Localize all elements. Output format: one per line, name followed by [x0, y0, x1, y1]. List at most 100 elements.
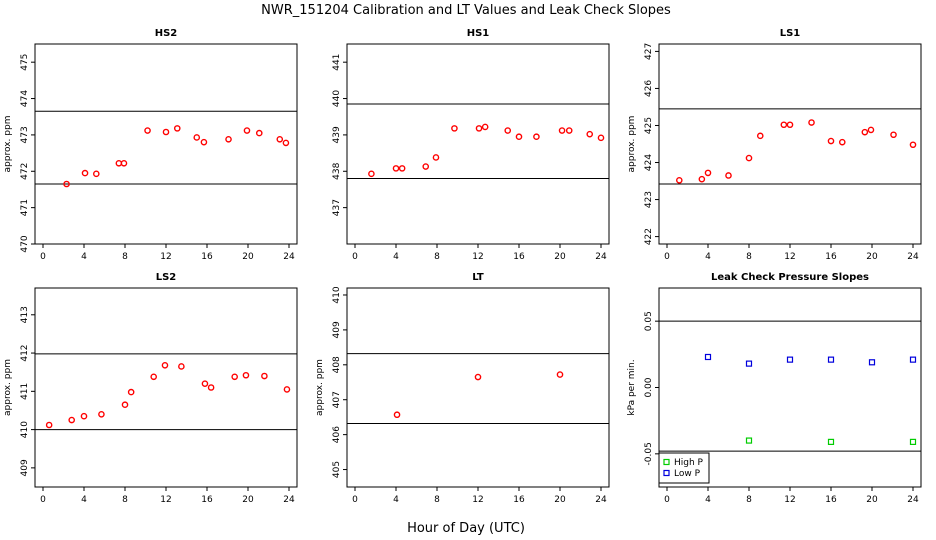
x-tick-label: 4 — [393, 252, 399, 262]
x-tick-label: 4 — [393, 495, 399, 505]
data-point-ls2 — [261, 372, 268, 380]
x-tick-label: 0 — [352, 252, 358, 262]
data-point-ls2 — [178, 363, 185, 370]
y-tick-label: 440 — [332, 90, 342, 107]
panel-lt: LT 0 4 8 12 16 20 24 405 406 407 408 409 410 approx. p… — [315, 272, 610, 505]
x-tick-label: 8 — [122, 495, 128, 505]
data-point-hs2 — [144, 127, 151, 134]
y-tick-label: 472 — [20, 163, 30, 180]
data-point-ls1 — [745, 154, 753, 162]
x-tick-label: 24 — [907, 252, 919, 262]
x-tick-label: 12 — [784, 495, 795, 505]
x-tick-label: 12 — [472, 252, 483, 262]
data-point-hs2 — [81, 169, 89, 177]
data-point-hs1 — [398, 165, 406, 172]
x-tick-label: 16 — [201, 252, 213, 262]
y-tick-label: 437 — [332, 199, 342, 216]
data-point-ls2 — [127, 388, 135, 396]
data-point-ls2 — [121, 401, 129, 409]
data-point-high-p — [745, 437, 753, 444]
data-point-ls1 — [756, 132, 764, 140]
data-point-ls2 — [161, 362, 169, 369]
x-tick-label: 4 — [705, 252, 711, 262]
y-tick-label: 407 — [332, 391, 342, 408]
y-tick-label: 471 — [20, 199, 30, 216]
data-point-low-p — [909, 356, 917, 363]
x-tick-label: 16 — [513, 252, 525, 262]
data-point-ls1 — [890, 131, 897, 139]
data-point-ls1 — [838, 138, 846, 146]
x-tick-label: 0 — [664, 495, 670, 505]
data-point-low-p — [745, 360, 753, 367]
x-tick-label: 8 — [122, 252, 128, 262]
data-point-low-p — [827, 356, 835, 363]
y-tick-label: 473 — [20, 126, 30, 143]
x-tick-label: 20 — [866, 252, 878, 262]
data-point-ls2 — [45, 421, 53, 429]
data-point-lt — [393, 411, 401, 419]
y-tick-label: 441 — [332, 54, 342, 71]
x-tick-label: 12 — [160, 495, 171, 505]
y-tick-label: 410 — [20, 421, 30, 438]
y-tick-label: 409 — [332, 321, 342, 338]
data-point-hs1 — [558, 127, 566, 134]
data-point-hs2 — [120, 159, 128, 167]
x-tick-label: 4 — [81, 495, 87, 505]
x-tick-label: 8 — [434, 495, 440, 505]
data-point-hs2 — [193, 134, 201, 141]
panel-title-ls2: LS2 — [156, 272, 177, 283]
x-tick-label: 24 — [283, 252, 295, 262]
y-axis-label-leak: kPa per min. — [627, 359, 637, 415]
x-tick-label: 8 — [746, 495, 752, 505]
y-axis-label-ls1: approx. ppm — [627, 116, 637, 173]
x-tick-label: 12 — [784, 252, 795, 262]
panel-title-leak: Leak Check Pressure Slopes — [711, 272, 869, 283]
data-point-ls1 — [780, 121, 788, 129]
data-point-hs1 — [515, 133, 523, 141]
figure-x-axis-label: Hour of Day (UTC) — [407, 521, 525, 536]
x-tick-label: 24 — [907, 495, 919, 505]
data-point-lt — [474, 373, 482, 381]
legend-label: High P — [674, 458, 704, 468]
y-tick-label: 409 — [20, 459, 30, 476]
data-point-hs2 — [162, 128, 170, 136]
data-point-low-p — [786, 356, 794, 363]
y-tick-label: 439 — [332, 126, 342, 143]
x-tick-label: 4 — [705, 495, 711, 505]
data-point-ls2 — [98, 410, 105, 418]
data-point-low-p — [704, 353, 712, 361]
data-point-ls2 — [68, 416, 75, 424]
y-tick-label: 0.00 — [644, 377, 654, 397]
x-tick-label: 24 — [595, 252, 607, 262]
data-point-hs1 — [586, 130, 594, 138]
data-point-ls1 — [676, 176, 683, 184]
data-point-hs2 — [255, 129, 263, 137]
data-point-hs1 — [504, 127, 512, 134]
y-tick-label: 0.05 — [644, 311, 654, 331]
y-axis-label-ls2: approx. ppm — [3, 359, 13, 416]
panel-hs1: HS1 0 4 8 12 16 20 24 437 438 439 440 441 — [332, 28, 610, 262]
x-tick-label: 16 — [513, 495, 525, 505]
y-tick-label: 427 — [644, 43, 654, 60]
data-point-low-p — [868, 359, 876, 366]
y-tick-label: 438 — [332, 162, 342, 179]
x-tick-label: 20 — [866, 495, 878, 505]
panel-ls1: LS1 0 4 8 12 16 20 24 422 423 424 425 426 427 approx. … — [627, 28, 922, 262]
data-point-hs1 — [565, 127, 573, 134]
data-point-ls1 — [827, 137, 835, 145]
data-point-ls2 — [242, 371, 250, 379]
data-point-ls1 — [909, 141, 917, 149]
data-point-ls1 — [698, 175, 706, 183]
data-point-ls1 — [725, 172, 732, 179]
x-tick-label: 8 — [746, 252, 752, 262]
data-point-lt — [556, 371, 564, 378]
y-tick-label: 424 — [644, 154, 654, 171]
x-tick-label: 4 — [81, 252, 87, 262]
x-tick-label: 0 — [40, 252, 46, 262]
data-point-hs2 — [243, 127, 251, 134]
data-point-hs1 — [597, 134, 605, 142]
y-tick-label: 425 — [644, 117, 654, 134]
y-tick-label: 423 — [644, 191, 654, 208]
x-tick-label: 24 — [595, 495, 607, 505]
